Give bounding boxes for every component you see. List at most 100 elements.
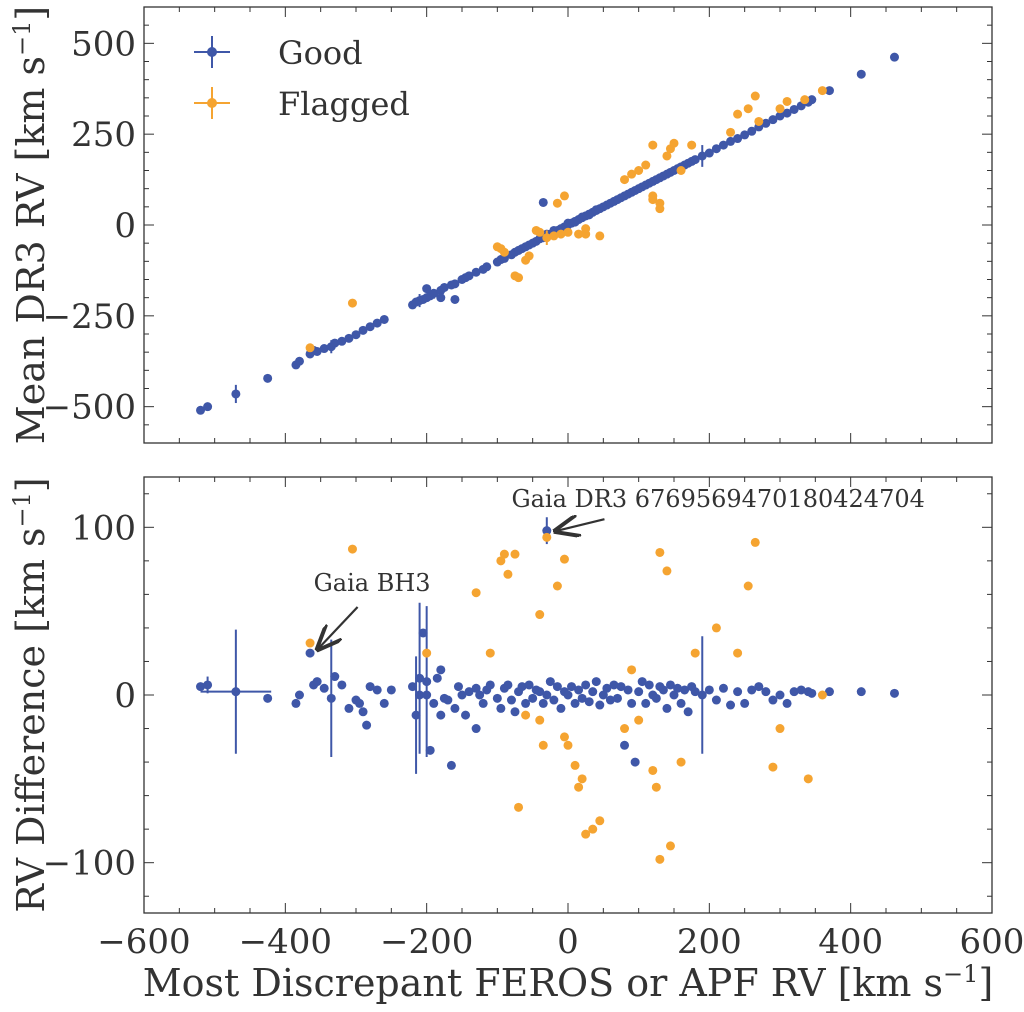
bottom-point-flagged: [662, 566, 672, 576]
data-point: [305, 343, 315, 353]
data-point: [634, 166, 644, 175]
bottom-point-flagged: [690, 648, 700, 658]
bottom-point-flagged: [743, 581, 753, 591]
data-point: [782, 108, 792, 118]
bottom-point-good: [634, 687, 644, 697]
bottom-point-good: [567, 682, 577, 692]
data-point: [669, 138, 679, 148]
data-point: [669, 690, 679, 700]
data-point: [415, 673, 425, 683]
top-point-good: [429, 288, 439, 298]
data-point: [231, 687, 241, 697]
data-point: [605, 695, 615, 705]
bottom-point-good: [782, 698, 792, 708]
data-point: [581, 680, 591, 690]
data-point: [439, 282, 449, 292]
top-point-good: [294, 356, 304, 366]
bottom-point-good: [676, 698, 686, 708]
top-point-flagged: [535, 227, 545, 237]
bottom-point-good: [623, 685, 633, 695]
data-point: [506, 695, 516, 705]
legend-good-label: Good: [278, 34, 363, 72]
data-point: [620, 740, 630, 750]
legend: Good Flagged: [194, 34, 410, 123]
data-point: [556, 703, 566, 713]
bottom-point-good: [436, 665, 446, 675]
bottom-point-good: [563, 690, 573, 700]
top-point-good: [563, 218, 573, 228]
data-point: [485, 680, 495, 690]
bottom-point-good: [200, 629, 272, 754]
data-point: [263, 693, 273, 703]
top-points: [196, 52, 899, 415]
data-point: [570, 760, 580, 770]
data-point: [319, 344, 329, 354]
data-point: [196, 682, 206, 692]
data-point: [347, 544, 357, 554]
data-point: [747, 685, 757, 695]
top-point-flagged: [750, 91, 760, 101]
bottom-point-flagged: [347, 544, 357, 554]
data-point: [347, 298, 357, 308]
top-point-good: [733, 134, 743, 144]
data-point: [634, 687, 644, 697]
annotation-arrow: [557, 519, 605, 530]
data-point: [570, 698, 580, 708]
data-point: [464, 687, 474, 697]
data-point: [803, 774, 813, 784]
bottom-point-good: [570, 698, 580, 708]
bottom-point-good: [418, 628, 428, 638]
data-point: [556, 229, 566, 239]
data-point: [676, 166, 686, 175]
top-point-good: [782, 108, 792, 118]
data-point: [754, 116, 764, 126]
data-point: [612, 693, 622, 703]
top-point-good: [263, 373, 273, 383]
top-point-good: [789, 104, 799, 114]
data-point: [372, 685, 382, 695]
top-point-good: [775, 111, 785, 121]
data-point: [824, 86, 834, 96]
bottom-point-flagged: [510, 549, 520, 559]
bottom-point-good: [754, 682, 764, 692]
bottom-point-flagged: [535, 610, 545, 620]
bottom-point-good: [475, 690, 485, 700]
bottom-point-flagged: [542, 532, 552, 542]
top-point-flagged: [733, 109, 743, 119]
data-point: [450, 294, 460, 304]
data-point: [425, 745, 435, 755]
bottom-point-flagged: [651, 782, 661, 792]
x-tick-label: 400: [818, 922, 883, 962]
data-point: [344, 703, 354, 713]
bottom-point-good: [658, 685, 668, 695]
data-point: [761, 118, 771, 128]
bottom-point-good: [545, 677, 555, 687]
bottom-point-good: [408, 682, 418, 692]
data-point: [358, 325, 368, 335]
y-tick-label: 500: [71, 24, 136, 64]
bottom-point-good: [584, 697, 594, 707]
data-point: [471, 267, 481, 277]
data-point: [510, 707, 520, 717]
top-point-flagged: [514, 273, 524, 283]
bottom-point-good: [196, 682, 206, 692]
data-point: [595, 231, 605, 241]
data-point: [503, 569, 513, 579]
bottom-point-good: [856, 687, 866, 697]
data-point: [379, 314, 389, 324]
data-point: [620, 724, 630, 734]
bottom-point-good: [344, 703, 354, 713]
data-point: [429, 288, 439, 298]
bottom-point-good: [581, 680, 591, 690]
bottom-point-good: [824, 687, 834, 697]
data-point: [676, 757, 686, 767]
annotation-label: Gaia DR3 6769569470180424704: [511, 485, 924, 513]
data-point: [499, 253, 509, 263]
data-point: [482, 262, 492, 272]
top-point-flagged: [563, 227, 573, 237]
top-point-good: [379, 314, 389, 324]
data-point: [690, 648, 700, 658]
data-point: [524, 251, 534, 261]
data-point: [782, 698, 792, 708]
data-point: [538, 740, 548, 750]
